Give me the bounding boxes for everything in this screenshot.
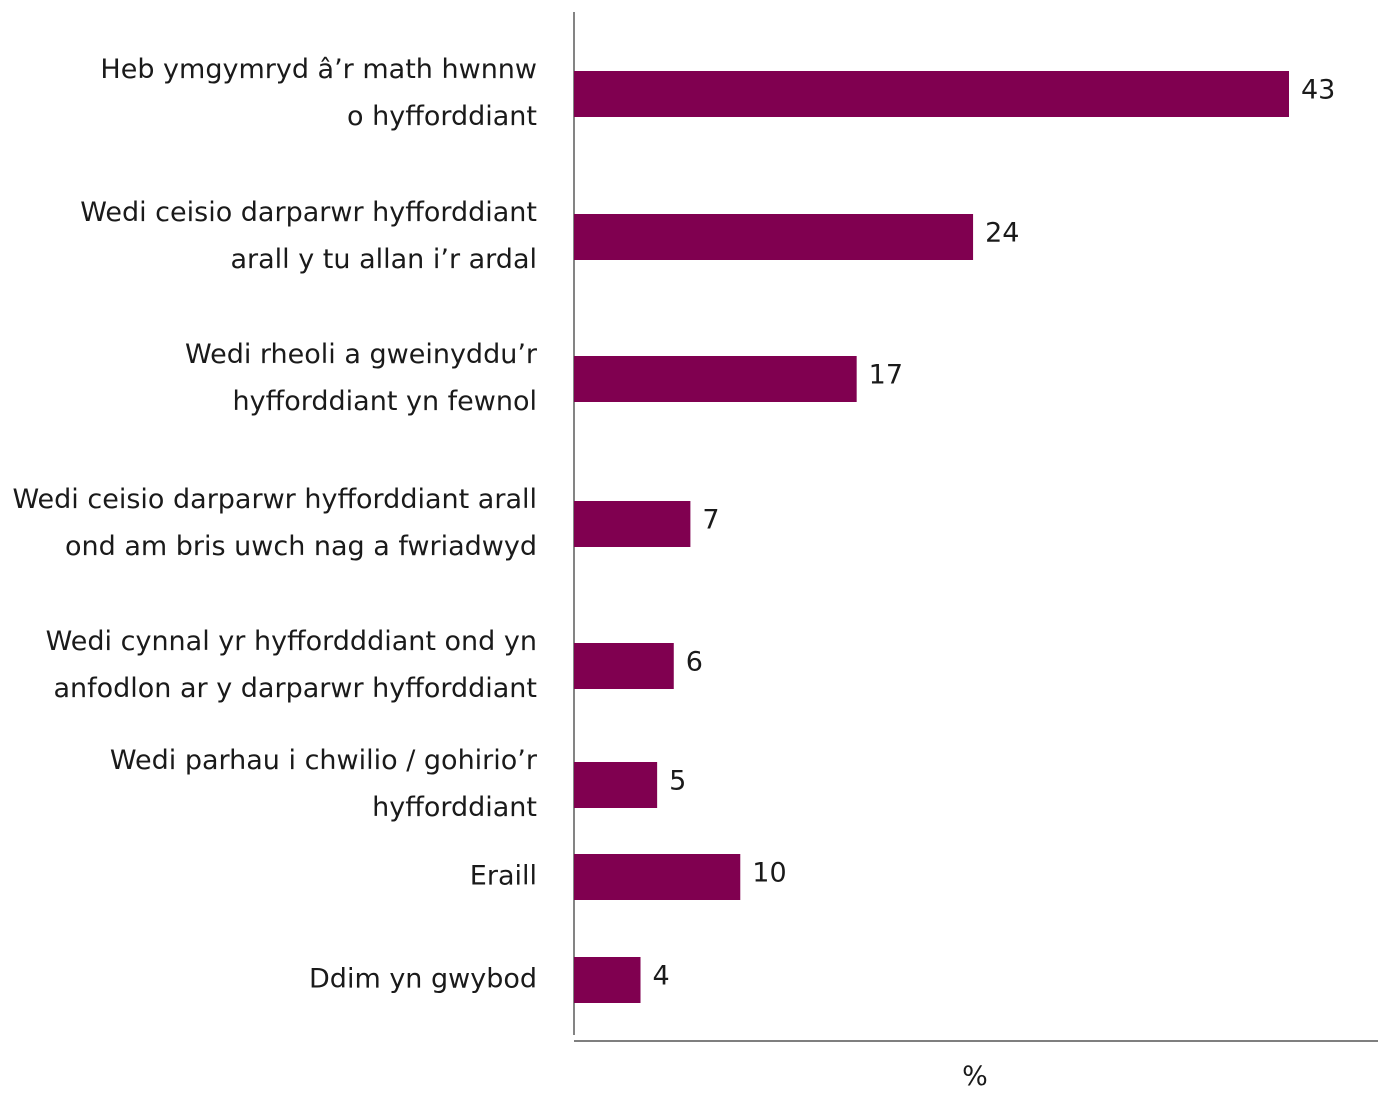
value-label-3: 7 xyxy=(702,505,719,536)
value-labels: 43 24 17 7 6 5 10 4 xyxy=(653,75,1336,992)
value-label-2: 17 xyxy=(869,360,903,391)
category-label-1-line-0: Wedi ceisio darparwr hyfforddiant xyxy=(80,197,537,228)
bars xyxy=(574,71,1289,1003)
bar-2 xyxy=(574,356,857,402)
category-label-5-line-1: hyfforddiant xyxy=(372,792,537,823)
category-label-6-line-0: Eraill xyxy=(470,861,537,892)
bar-6 xyxy=(574,854,741,900)
value-label-7: 4 xyxy=(653,961,670,992)
bar-3 xyxy=(574,501,691,547)
category-label-0-line-1: o hyfforddiant xyxy=(347,101,537,132)
category-label-4-line-1: anfodlon ar y darparwr hyfforddiant xyxy=(53,673,537,704)
category-label-2-line-0: Wedi rheoli a gweinyddu’r xyxy=(185,339,538,370)
bar-5 xyxy=(574,762,658,808)
category-label-1-line-1: arall y tu allan i’r ardal xyxy=(230,244,537,275)
category-label-5-line-0: Wedi parhau i chwilio / gohirio’r xyxy=(110,745,538,776)
bar-4 xyxy=(574,643,674,689)
category-label-3-line-0: Wedi ceisio darparwr hyfforddiant arall xyxy=(12,484,537,515)
value-label-5: 5 xyxy=(669,766,686,797)
value-label-0: 43 xyxy=(1301,75,1335,106)
value-label-6: 10 xyxy=(752,858,786,889)
category-label-0-line-0: Heb ymgymryd â’r math hwnnw xyxy=(100,54,537,85)
category-label-3-line-1: ond am bris uwch nag a fwriadwyd xyxy=(65,531,537,562)
category-label-7-line-0: Ddim yn gwybod xyxy=(309,964,537,995)
value-label-4: 6 xyxy=(686,647,703,678)
category-label-2-line-1: hyfforddiant yn fewnol xyxy=(233,386,537,417)
bar-1 xyxy=(574,214,974,260)
category-labels: Heb ymgymryd â’r math hwnnw o hyfforddian… xyxy=(12,54,537,995)
bar-0 xyxy=(574,71,1289,117)
value-label-1: 24 xyxy=(985,218,1019,249)
bar-7 xyxy=(574,957,641,1003)
x-axis-title: % xyxy=(962,1061,988,1092)
category-label-4-line-0: Wedi cynnal yr hyffordddiant ond yn xyxy=(46,626,537,657)
